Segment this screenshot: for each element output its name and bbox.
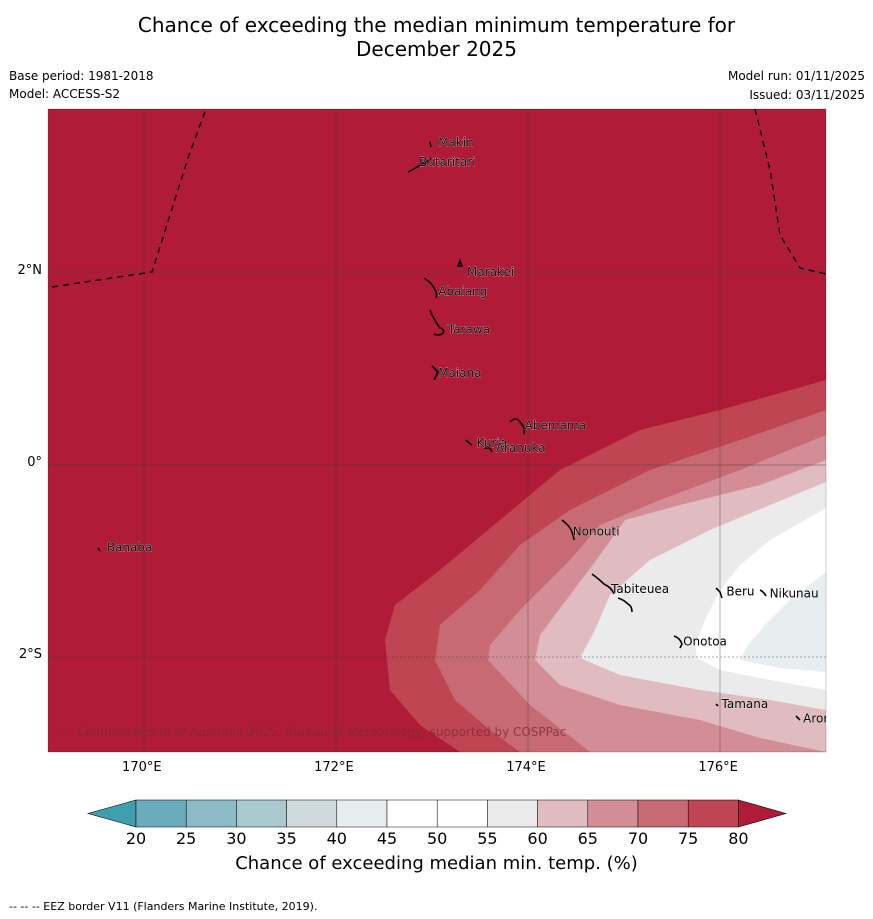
island-beru bbox=[715, 587, 723, 599]
place-label-abemama: Abemama bbox=[525, 419, 586, 433]
colorbar-tick-label: 30 bbox=[226, 829, 247, 848]
place-label-tamana: Tamana bbox=[721, 697, 769, 711]
colorbar-tick-label: 20 bbox=[125, 829, 147, 848]
colorbar-tick-label: 75 bbox=[678, 829, 699, 848]
colorbar-tick-label: 55 bbox=[477, 829, 498, 848]
island-kuria bbox=[465, 439, 473, 446]
colorbar-high-extend bbox=[738, 799, 788, 828]
island-makin bbox=[429, 141, 432, 148]
colorbar-swatch bbox=[487, 799, 538, 828]
colorbar-swatch bbox=[637, 799, 689, 828]
place-label-banaba: Banaba bbox=[107, 541, 153, 555]
colorbar-low-extend bbox=[86, 799, 137, 828]
island-abemama bbox=[509, 418, 526, 435]
island-abaiang bbox=[423, 277, 438, 299]
lon-label: 172°E bbox=[314, 760, 354, 775]
colorbar-tick-label: 45 bbox=[376, 829, 398, 848]
model-run: Model run: 01/11/2025 bbox=[727, 69, 865, 83]
colorbar bbox=[86, 799, 788, 828]
place-labels: Makin Butaritari Marakei Abaiang Tarawa Maian… bbox=[107, 135, 843, 725]
place-label-aranuka: Aranuka bbox=[496, 441, 546, 455]
colorbar-swatch bbox=[135, 799, 187, 828]
colorbar-tick-label: 25 bbox=[176, 829, 197, 848]
colorbar-tick-label: 50 bbox=[427, 829, 448, 848]
place-label-nonouti: Nonouti bbox=[573, 524, 620, 538]
issued-date: Issued: 03/11/2025 bbox=[749, 88, 865, 102]
place-label-butaritari: Butaritari bbox=[419, 155, 476, 169]
place-label-tarawa: Tarawa bbox=[447, 323, 490, 337]
chart-title-line1: Chance of exceeding the median minimum t… bbox=[137, 13, 736, 37]
island-onotoa bbox=[673, 635, 683, 649]
colorbar-swatch bbox=[236, 799, 287, 828]
place-label-tabiteuea: Tabiteuea bbox=[610, 582, 669, 596]
colorbar-swatch bbox=[185, 799, 237, 828]
island-butaritari bbox=[407, 157, 432, 173]
island-tabiteuea bbox=[591, 573, 633, 613]
island-tamana bbox=[715, 703, 719, 707]
place-label-maiana: Maiana bbox=[438, 366, 481, 380]
place-label-kuria: Kuria bbox=[477, 436, 508, 450]
place-label-beru: Beru bbox=[726, 585, 754, 599]
chart-title-line2: December 2025 bbox=[356, 37, 517, 61]
colorbar-tick-label: 60 bbox=[527, 829, 548, 848]
model-name: Model: ACCESS-S2 bbox=[9, 87, 121, 101]
place-label-nikunau: Nikunau bbox=[770, 587, 819, 601]
island-nonouti bbox=[561, 519, 575, 541]
eez-footnote: -- -- -- EEZ border V11 (Flanders Marine… bbox=[9, 900, 318, 913]
island-aranuka bbox=[484, 447, 493, 453]
lat-label: 2°N bbox=[17, 263, 43, 279]
base-period: Base period: 1981-2018 bbox=[9, 69, 154, 83]
colorbar-label: Chance of exceeding median min. temp. (%… bbox=[235, 853, 638, 874]
colorbar-tick-label: 70 bbox=[627, 829, 649, 848]
island-nikunau bbox=[759, 589, 767, 597]
map-plot-area: Makin Butaritari Marakei Abaiang Tarawa Maian… bbox=[48, 109, 843, 752]
colorbar-swatch bbox=[537, 799, 589, 828]
place-label-makin: Makin bbox=[438, 136, 474, 150]
island-arorae bbox=[795, 715, 801, 721]
island-maiana bbox=[431, 365, 439, 381]
colorbar-swatch bbox=[687, 799, 739, 828]
lat-label: 0° bbox=[27, 455, 42, 471]
island-tarawa bbox=[429, 309, 445, 336]
colorbar-tick-label: 35 bbox=[276, 829, 297, 848]
lon-label: 174°E bbox=[506, 760, 546, 775]
colorbar-swatch bbox=[286, 799, 338, 828]
colorbar-swatch bbox=[386, 799, 438, 828]
colorbar-swatch bbox=[436, 799, 488, 828]
copyright: © Commonwealth of Australia 2025, Bureau… bbox=[61, 725, 566, 739]
band-40-45 bbox=[740, 572, 826, 672]
place-label-marakei: Marakei bbox=[467, 265, 514, 279]
colorbar-swatch bbox=[336, 799, 388, 828]
island-marakei bbox=[456, 258, 464, 267]
lon-label: 176°E bbox=[698, 760, 738, 775]
colorbar-tick-label: 80 bbox=[728, 829, 749, 848]
place-label-abaiang: Abaiang bbox=[438, 284, 487, 298]
lon-label: 170°E bbox=[122, 760, 162, 775]
place-label-onotoa: Onotoa bbox=[683, 635, 727, 649]
colorbar-tick-label: 40 bbox=[326, 829, 347, 848]
colorbar-swatch bbox=[587, 799, 639, 828]
place-label-arorae: Arorae bbox=[803, 711, 843, 725]
lat-label: 2°S bbox=[18, 647, 42, 663]
island-banaba bbox=[97, 547, 101, 552]
map-frame bbox=[47, 108, 827, 753]
colorbar-tick-label: 65 bbox=[577, 829, 598, 848]
graticule bbox=[48, 109, 826, 752]
eez-border bbox=[51, 109, 826, 288]
island-outlines bbox=[97, 141, 801, 721]
